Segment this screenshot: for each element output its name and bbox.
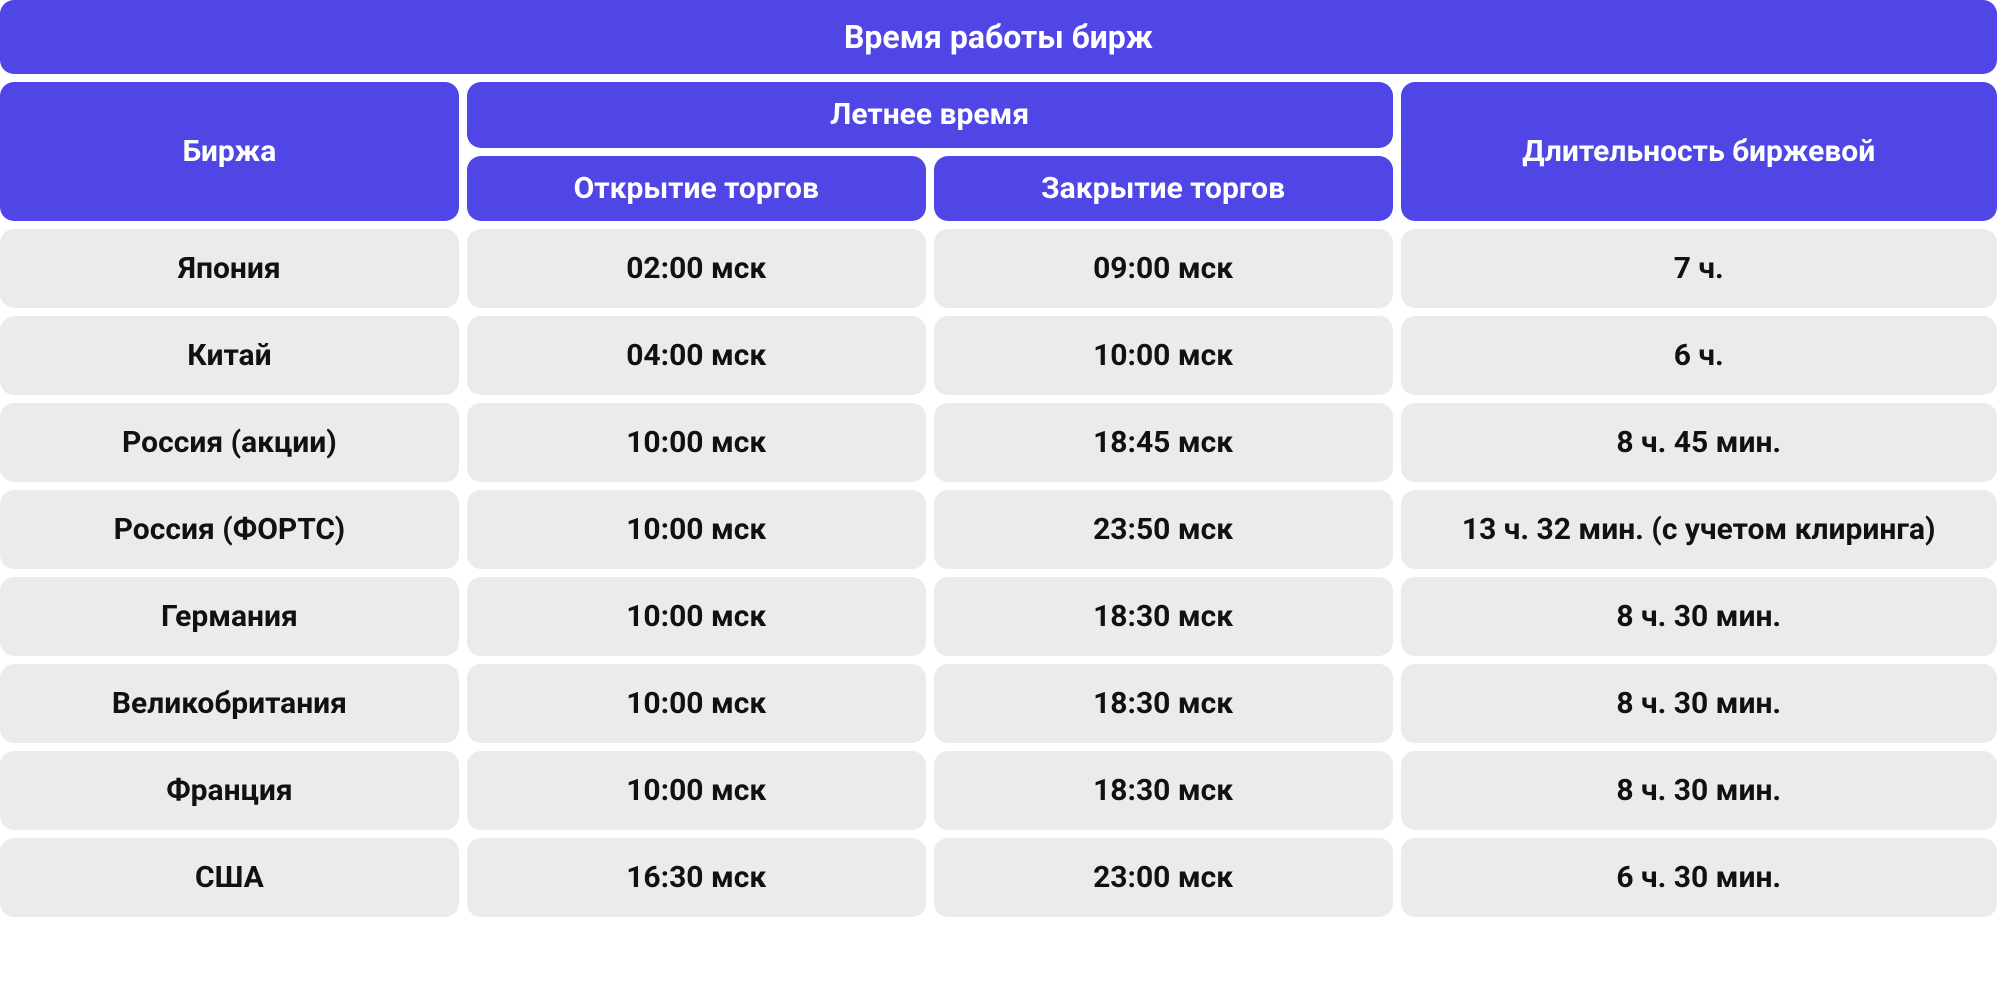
table-cell-exchange: США [0,838,459,917]
table-header: Биржа Летнее время Открытие торгов Закры… [0,82,1997,221]
table-cell-duration: 7 ч. [1401,229,1997,308]
header-duration: Длительность биржевой [1401,82,1997,221]
table-cell-open: 10:00 мск [467,490,926,569]
table-cell-open: 10:00 мск [467,403,926,482]
table-cell-exchange: Великобритания [0,664,459,743]
table-cell-close: 10:00 мск [934,316,1393,395]
table-cell-close: 18:30 мск [934,664,1393,743]
table-cell-exchange: Япония [0,229,459,308]
table-cell-exchange: Россия (ФОРТС) [0,490,459,569]
table-cell-close: 23:50 мск [934,490,1393,569]
table-body: Япония02:00 мск09:00 мск7 ч. Китай04:00 м… [0,229,1997,917]
table-cell-duration: 6 ч. [1401,316,1997,395]
header-open: Открытие торгов [467,156,926,222]
table-cell-open: 10:00 мск [467,664,926,743]
table-cell-open: 10:00 мск [467,751,926,830]
table-cell-close: 23:00 мск [934,838,1393,917]
table-cell-exchange: Россия (акции) [0,403,459,482]
table-cell-exchange: Германия [0,577,459,656]
table-cell-duration: 8 ч. 30 мин. [1401,751,1997,830]
exchange-hours-table: Время работы бирж Биржа Летнее время Отк… [0,0,1997,917]
table-cell-duration: 8 ч. 45 мин. [1401,403,1997,482]
header-summer-time: Летнее время [467,82,1393,148]
table-cell-close: 09:00 мск [934,229,1393,308]
table-cell-open: 04:00 мск [467,316,926,395]
table-cell-open: 16:30 мск [467,838,926,917]
table-cell-duration: 8 ч. 30 мин. [1401,577,1997,656]
header-exchange: Биржа [0,82,459,221]
table-cell-open: 10:00 мск [467,577,926,656]
table-cell-close: 18:30 мск [934,577,1393,656]
table-cell-close: 18:30 мск [934,751,1393,830]
table-cell-duration: 6 ч. 30 мин. [1401,838,1997,917]
table-cell-exchange: Франция [0,751,459,830]
header-close: Закрытие торгов [934,156,1393,222]
table-cell-open: 02:00 мск [467,229,926,308]
table-cell-close: 18:45 мск [934,403,1393,482]
table-cell-exchange: Китай [0,316,459,395]
table-cell-duration: 13 ч. 32 мин. (с учетом клиринга) [1401,490,1997,569]
table-cell-duration: 8 ч. 30 мин. [1401,664,1997,743]
table-title: Время работы бирж [0,0,1997,74]
